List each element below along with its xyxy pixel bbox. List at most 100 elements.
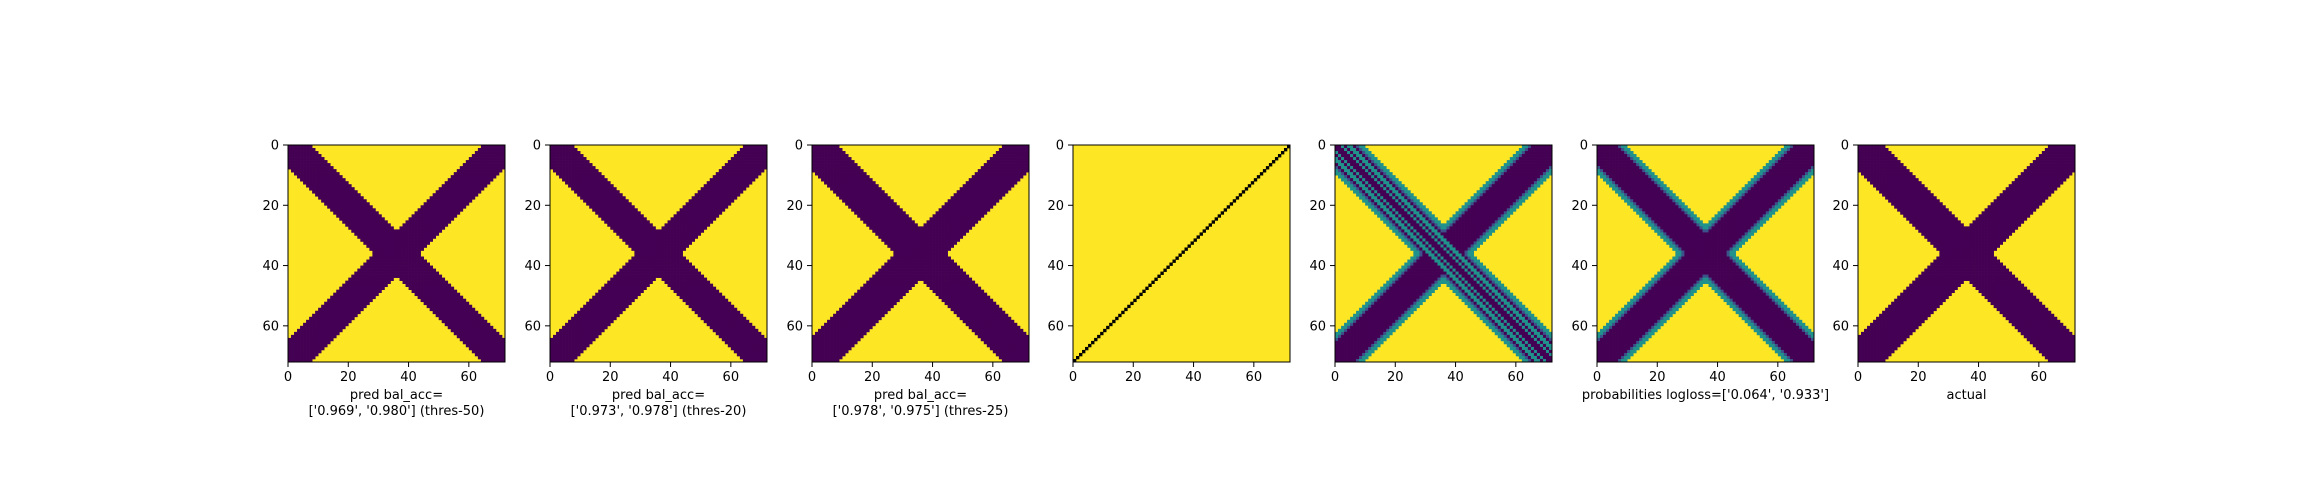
heatmap-cell [604, 325, 608, 330]
heatmap-cell [315, 337, 319, 342]
heatmap-cell [306, 355, 310, 360]
heatmap-cell [908, 232, 912, 236]
heatmap-cell [303, 181, 307, 185]
heatmap-cell [375, 253, 379, 257]
heatmap-cell [468, 325, 473, 330]
heatmap-cell [598, 322, 602, 327]
heatmap-cell [1001, 160, 1006, 164]
heatmap-cell [607, 298, 611, 303]
heatmap-cell [935, 211, 939, 215]
heatmap-cell [459, 301, 464, 306]
heatmap-cell [857, 208, 861, 212]
heatmap-cell [336, 292, 340, 297]
heatmap-cell [887, 217, 891, 221]
heatmap-cell [348, 211, 352, 215]
heatmap-cell [556, 337, 560, 342]
heatmap-cell [691, 202, 696, 206]
heatmap-cell [303, 151, 307, 155]
heatmap-cell [426, 199, 430, 203]
heatmap-cell [571, 157, 575, 161]
heatmap-cell [712, 307, 717, 312]
heatmap-cell [745, 322, 750, 327]
heatmap-cell [652, 259, 656, 263]
heatmap-cell [462, 175, 467, 179]
heatmap-cell [700, 196, 705, 200]
heatmap-cell [616, 193, 620, 197]
heatmap-cell [429, 226, 434, 230]
heatmap-cell [890, 235, 894, 239]
heatmap-cell [646, 226, 650, 230]
heatmap-cell [661, 238, 665, 242]
heatmap-cell [941, 226, 945, 230]
heatmap-cell [760, 154, 765, 158]
heatmap-cell [902, 226, 906, 230]
heatmap-cell [577, 172, 581, 176]
heatmap-cell [592, 193, 596, 197]
heatmap-cell [330, 193, 334, 197]
heatmap-cell [565, 358, 569, 363]
heatmap-cell [718, 310, 723, 315]
heatmap-cell [327, 307, 331, 312]
heatmap-cell [941, 205, 945, 209]
heatmap-cell [348, 277, 352, 281]
heatmap-cell [920, 229, 924, 233]
heatmap-cell [447, 325, 452, 330]
heatmap-cell [556, 346, 560, 351]
heatmap-cell [592, 208, 596, 212]
heatmap-cell [315, 325, 319, 330]
heatmap-cell [580, 340, 584, 345]
heatmap-cell [637, 211, 641, 215]
heatmap-cell [613, 217, 617, 221]
heatmap-cell [673, 274, 677, 278]
heatmap-cell [399, 271, 403, 275]
heatmap-cell [592, 184, 596, 188]
heatmap-cell [595, 184, 599, 188]
heatmap-cell [995, 163, 1000, 167]
heatmap-cell [553, 346, 557, 351]
heatmap-cell [483, 163, 488, 167]
heatmap-cell [727, 322, 732, 327]
heatmap-cell [827, 181, 831, 185]
heatmap-cell [661, 268, 665, 272]
heatmap-cell [553, 166, 557, 170]
heatmap-cell [351, 229, 355, 233]
heatmap-cell [399, 256, 403, 260]
heatmap-cell [739, 337, 744, 342]
heatmap-cell [899, 238, 903, 242]
heatmap-cell [884, 232, 888, 236]
heatmap-cell [315, 316, 319, 321]
heatmap-cell [378, 235, 382, 239]
heatmap-cell [492, 151, 497, 155]
heatmap-cell [625, 262, 629, 266]
heatmap-cell [745, 184, 750, 188]
heatmap-cell [812, 163, 816, 167]
heatmap-cell [721, 193, 726, 197]
heatmap-cell [351, 211, 355, 215]
heatmap-cell [730, 175, 735, 179]
heatmap-cell [366, 268, 370, 272]
heatmap-cell [610, 286, 614, 291]
heatmap-cell [291, 166, 295, 170]
heatmap-cell [583, 178, 587, 182]
heatmap-cell [324, 199, 328, 203]
heatmap-cell [1010, 178, 1015, 182]
heatmap-cell [962, 187, 967, 191]
heatmap-cell [959, 196, 964, 200]
heatmap-cell [751, 175, 756, 179]
heatmap-cell [360, 220, 364, 224]
heatmap-cell [375, 280, 379, 284]
heatmap-cell [559, 346, 563, 351]
heatmap-cell [354, 220, 358, 224]
heatmap-cell [574, 184, 578, 188]
heatmap-cell [634, 295, 638, 300]
heatmap-cell [327, 205, 331, 209]
heatmap-cell [300, 349, 304, 354]
heatmap-cell [860, 193, 864, 197]
heatmap-cell [339, 214, 343, 218]
heatmap-cell [688, 292, 692, 297]
heatmap-cell [1013, 145, 1018, 149]
heatmap-cell [899, 244, 903, 248]
heatmap-cell [423, 205, 427, 209]
heatmap-cell [691, 277, 696, 281]
